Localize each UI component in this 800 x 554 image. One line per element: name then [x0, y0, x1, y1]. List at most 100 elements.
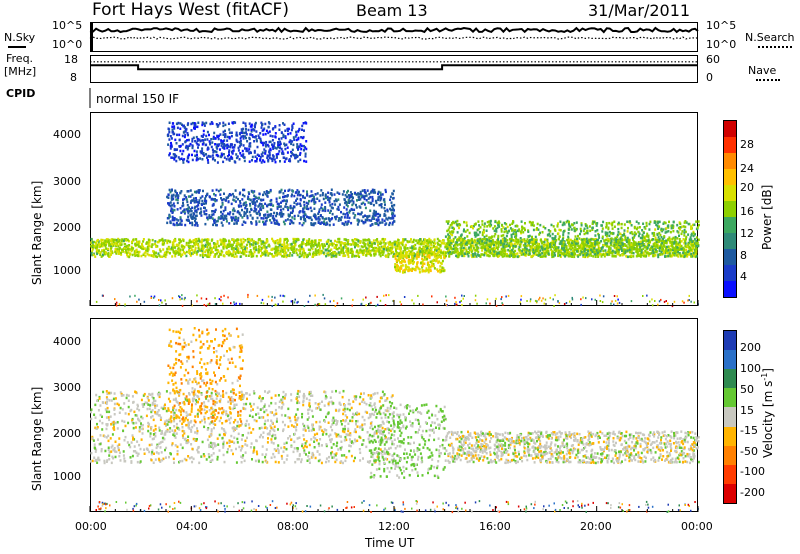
- power-cell: [395, 269, 398, 273]
- power-cell: [230, 151, 233, 154]
- power-cell: [331, 244, 334, 247]
- power-cell: [639, 245, 642, 249]
- power-cell: [229, 193, 232, 197]
- power-cell: [605, 226, 608, 229]
- noise-search-legend-line: [758, 46, 792, 48]
- power-cell: [517, 240, 520, 244]
- power-cell: [588, 247, 591, 250]
- power-cell: [188, 245, 190, 249]
- power-cell: [91, 243, 94, 247]
- power-cell: [264, 143, 267, 146]
- power-cell: [329, 197, 332, 200]
- power-cell: [368, 239, 371, 242]
- power-cell: [242, 220, 245, 223]
- power-cell: [220, 139, 223, 142]
- power-cell: [271, 217, 274, 220]
- power-cell: [271, 143, 273, 146]
- power-cell: [221, 241, 224, 244]
- power-cell: [194, 242, 197, 245]
- power-cell: [179, 216, 182, 219]
- power-cell: [682, 246, 685, 250]
- power-cell: [279, 250, 282, 253]
- power-cell: [217, 124, 220, 127]
- power-cell: [222, 130, 225, 134]
- power-cell: [309, 206, 312, 210]
- power-cell: [179, 149, 182, 153]
- power-cell: [526, 240, 529, 244]
- power-cell: [152, 255, 155, 258]
- power-cell: [377, 196, 380, 199]
- power-cell: [436, 241, 439, 245]
- power-cell: [232, 238, 235, 241]
- power-cell: [256, 157, 258, 160]
- power-cell: [111, 243, 114, 246]
- power-cell: [302, 148, 305, 152]
- power-cell: [242, 252, 245, 256]
- power-cell: [637, 241, 640, 244]
- power-cell: [195, 209, 198, 212]
- power-cell: [378, 196, 381, 199]
- power-cell: [365, 250, 368, 253]
- power-cell: [226, 146, 229, 150]
- velocity-ytick-3000: 3000: [53, 381, 81, 394]
- power-cell: [241, 129, 244, 133]
- power-cell: [583, 240, 586, 244]
- power-cell: [201, 238, 204, 241]
- power-cell: [293, 153, 295, 157]
- power-cell: [233, 146, 236, 149]
- power-cell: [184, 140, 187, 143]
- power-cell: [174, 138, 177, 142]
- power-cell: [407, 266, 410, 269]
- power-cell: [610, 244, 613, 247]
- power-cell: [284, 219, 287, 222]
- power-cell: [671, 245, 674, 248]
- power-cell: [337, 208, 340, 211]
- power-cell: [596, 242, 599, 246]
- power-cell: [215, 243, 218, 246]
- power-cell: [375, 250, 378, 253]
- power-cell: [297, 130, 300, 133]
- power-cell: [642, 254, 645, 258]
- power-cell: [311, 252, 314, 256]
- power-cell: [254, 121, 257, 125]
- power-cell: [332, 254, 335, 258]
- power-cell: [447, 252, 450, 255]
- power-cell: [240, 246, 243, 249]
- power-cell: [327, 251, 330, 255]
- power-cell: [348, 243, 351, 246]
- power-cell: [549, 241, 552, 245]
- power-cell: [298, 145, 301, 148]
- power-cell: [343, 238, 346, 241]
- power-cell: [423, 238, 426, 241]
- power-cell: [639, 240, 642, 244]
- power-cell: [272, 239, 275, 243]
- power-cell: [336, 240, 339, 244]
- power-cell: [424, 245, 427, 248]
- power-cell: [170, 141, 172, 145]
- power-cell: [126, 247, 129, 251]
- power-cell: [493, 235, 496, 238]
- power-cell: [418, 253, 421, 256]
- power-cell: [244, 124, 247, 128]
- power-cell: [305, 122, 308, 125]
- power-cell: [379, 247, 382, 250]
- power-cell: [227, 249, 230, 253]
- power-cell: [641, 239, 644, 242]
- power-cell: [259, 206, 262, 209]
- power-cell: [391, 192, 394, 195]
- power-cell: [342, 242, 345, 245]
- power-cell: [182, 247, 185, 250]
- power-cell: [244, 239, 247, 242]
- power-cell: [185, 218, 188, 222]
- power-cell: [388, 223, 391, 227]
- power-cell: [304, 152, 307, 155]
- power-cell: [253, 140, 256, 143]
- power-cell: [419, 238, 422, 241]
- power-cell: [200, 134, 203, 138]
- power-cell: [692, 252, 695, 255]
- power-cell: [493, 250, 496, 253]
- noise-panel: [90, 22, 698, 52]
- power-cell: [142, 253, 145, 256]
- power-cell: [249, 142, 252, 145]
- power-cell: [682, 238, 685, 241]
